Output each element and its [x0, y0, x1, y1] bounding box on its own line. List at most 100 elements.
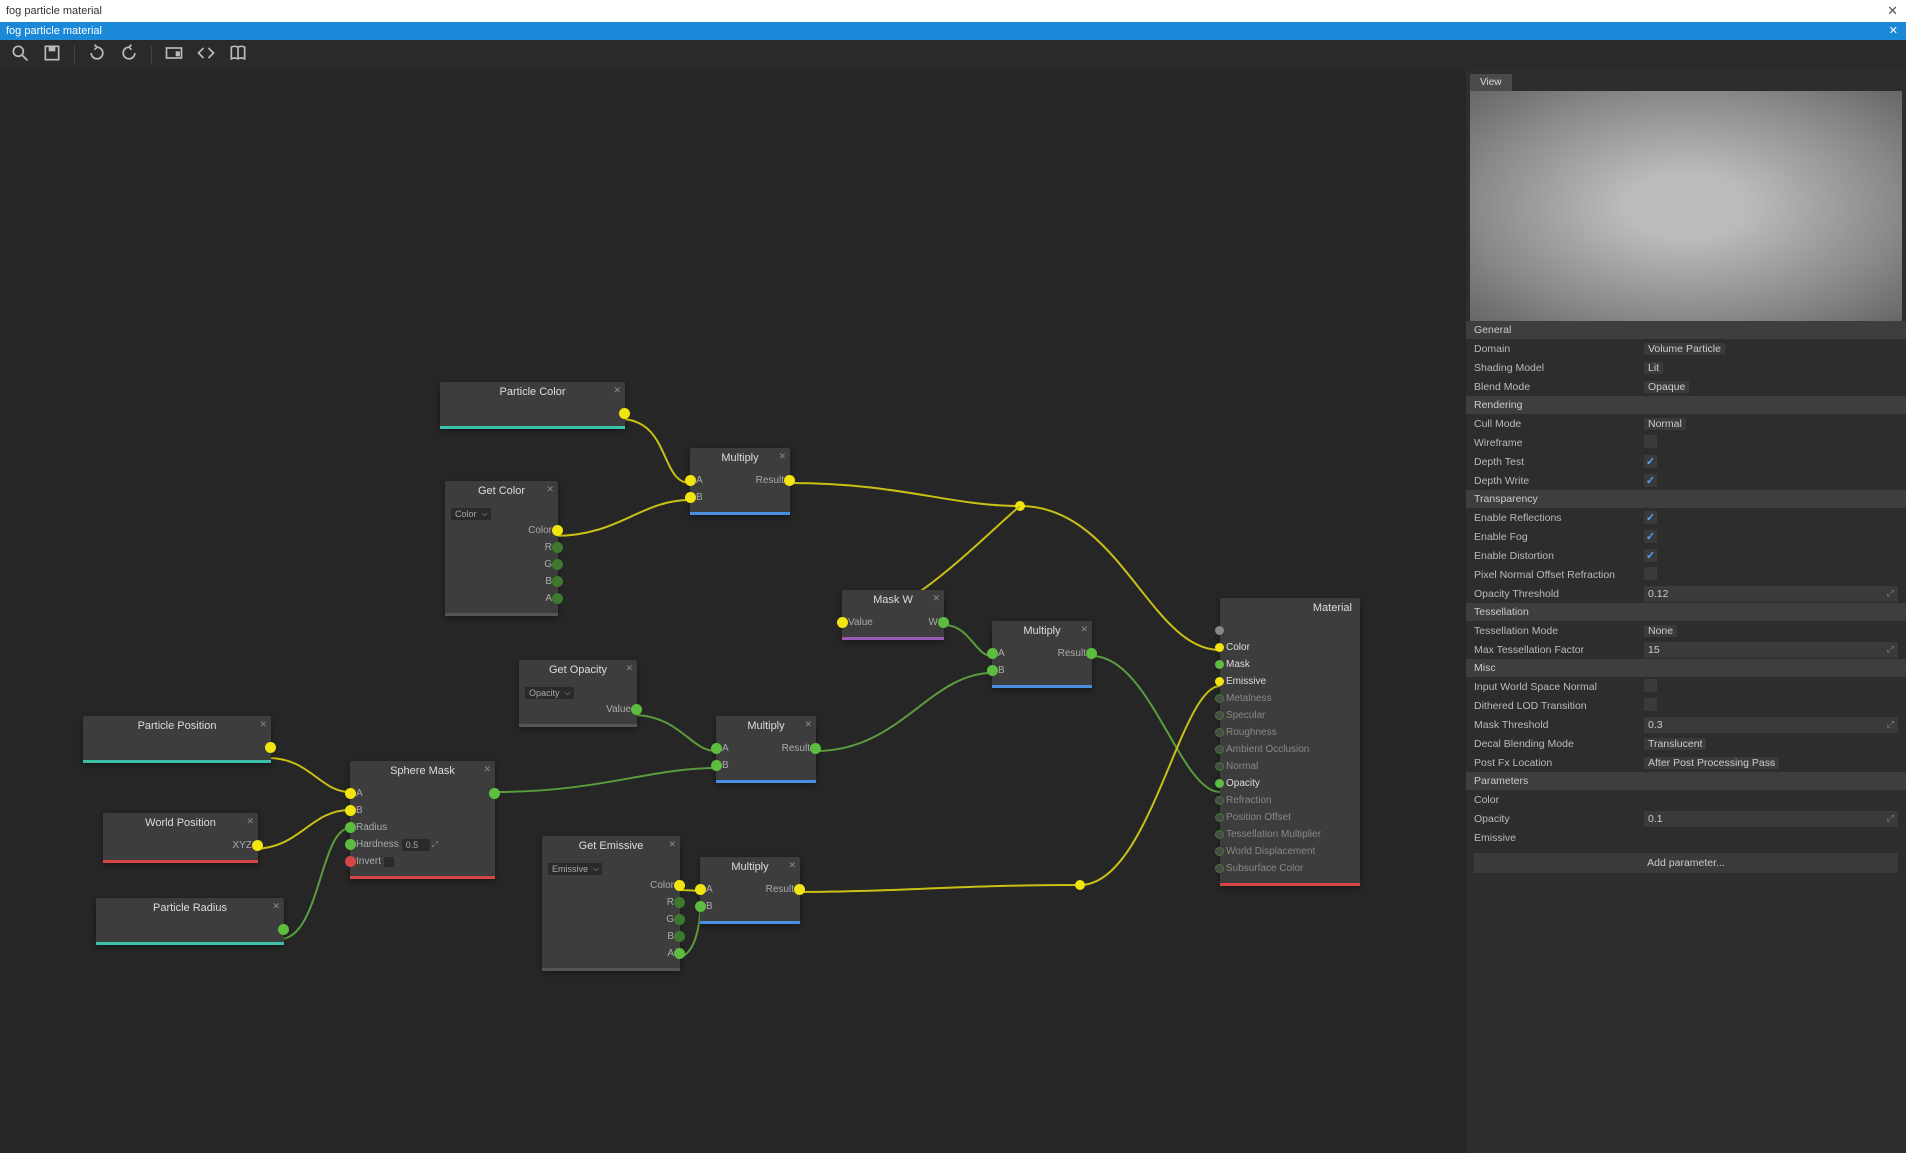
input-pin-hardness[interactable] — [345, 839, 356, 850]
input-pin-b[interactable] — [345, 805, 356, 816]
node-multiply-4[interactable]: Multiply✕ AResult B — [700, 857, 800, 924]
input-pin-specular[interactable] — [1215, 711, 1224, 720]
depthtest-checkbox[interactable] — [1644, 455, 1657, 468]
tessmode-dropdown[interactable]: None — [1644, 625, 1677, 637]
node-close-icon[interactable]: ✕ — [546, 484, 554, 495]
node-close-icon[interactable]: ✕ — [932, 593, 940, 604]
node-close-icon[interactable]: ✕ — [613, 385, 621, 396]
node-close-icon[interactable]: ✕ — [625, 663, 633, 674]
hardness-value[interactable]: 0.5 — [402, 839, 430, 851]
tab-close-icon[interactable]: ✕ — [1889, 24, 1898, 37]
fog-checkbox[interactable] — [1644, 530, 1657, 543]
input-pin-b[interactable] — [987, 665, 998, 676]
output-pin-r[interactable] — [674, 897, 685, 908]
output-pin[interactable] — [794, 884, 805, 895]
shading-dropdown[interactable]: Lit — [1644, 362, 1663, 374]
input-pin-metalness[interactable] — [1215, 694, 1224, 703]
output-pin[interactable] — [938, 617, 949, 628]
output-pin-r[interactable] — [552, 542, 563, 553]
preview-viewport[interactable] — [1470, 91, 1902, 321]
input-pin-tessmult[interactable] — [1215, 830, 1224, 839]
node-sphere-mask[interactable]: Sphere Mask✕ A B Radius Hardness 0.5⤢ In… — [350, 761, 495, 879]
domain-dropdown[interactable]: Volume Particle — [1644, 343, 1725, 355]
search-icon[interactable] — [8, 41, 32, 70]
document-tab[interactable]: fog particle material ✕ — [0, 22, 1906, 40]
output-pin[interactable] — [489, 788, 500, 799]
node-graph-canvas[interactable]: Particle Color✕ Get Color✕ Color Color R… — [0, 70, 1466, 1153]
blend-dropdown[interactable]: Opaque — [1644, 381, 1689, 393]
expand-icon[interactable]: ⤢ — [1887, 719, 1894, 730]
output-pin-b[interactable] — [674, 931, 685, 942]
node-mask-w[interactable]: Mask W✕ ValueW — [842, 590, 944, 640]
node-close-icon[interactable]: ✕ — [668, 839, 676, 850]
input-pin-b[interactable] — [685, 492, 696, 503]
input-pin-color[interactable] — [1215, 643, 1224, 652]
exec-pin[interactable] — [1215, 626, 1224, 635]
input-pin-a[interactable] — [695, 884, 706, 895]
node-get-color[interactable]: Get Color✕ Color Color R G B A — [445, 481, 558, 616]
node-close-icon[interactable]: ✕ — [1080, 624, 1088, 635]
output-pin-a[interactable] — [552, 593, 563, 604]
node-close-icon[interactable]: ✕ — [246, 816, 254, 827]
output-pin[interactable] — [265, 742, 276, 753]
expand-icon[interactable]: ⤢ — [432, 840, 438, 850]
node-world-position[interactable]: World Position✕ XYZ — [103, 813, 258, 863]
output-pin-color[interactable] — [552, 525, 563, 536]
input-pin-b[interactable] — [695, 901, 706, 912]
output-pin[interactable] — [631, 704, 642, 715]
output-pin[interactable] — [619, 408, 630, 419]
opacity-threshold-field[interactable]: 0.12⤢ — [1644, 586, 1898, 602]
node-multiply-1[interactable]: Multiply✕ AResult B — [690, 448, 790, 515]
output-pin[interactable] — [1086, 648, 1097, 659]
node-particle-radius[interactable]: Particle Radius✕ — [96, 898, 284, 945]
input-pin-sss[interactable] — [1215, 864, 1224, 873]
input-pin-a[interactable] — [345, 788, 356, 799]
input-pin-emissive[interactable] — [1215, 677, 1224, 686]
input-pin-invert[interactable] — [345, 856, 356, 867]
param-dropdown[interactable]: Opacity — [525, 687, 574, 699]
cull-dropdown[interactable]: Normal — [1644, 418, 1686, 430]
preview-tab[interactable]: View — [1470, 74, 1512, 91]
input-pin-mask[interactable] — [1215, 660, 1224, 669]
add-parameter-button[interactable]: Add parameter... — [1474, 853, 1898, 873]
input-pin-ao[interactable] — [1215, 745, 1224, 754]
output-pin-color[interactable] — [674, 880, 685, 891]
output-pin[interactable] — [252, 840, 263, 851]
input-pin-refraction[interactable] — [1215, 796, 1224, 805]
node-close-icon[interactable]: ✕ — [778, 451, 786, 462]
node-close-icon[interactable]: ✕ — [804, 719, 812, 730]
expand-icon[interactable]: ⤢ — [1887, 588, 1894, 599]
node-particle-position[interactable]: Particle Position✕ — [83, 716, 271, 763]
input-pin-roughness[interactable] — [1215, 728, 1224, 737]
postfx-dropdown[interactable]: After Post Processing Pass — [1644, 757, 1779, 769]
node-close-icon[interactable]: ✕ — [483, 764, 491, 775]
node-close-icon[interactable]: ✕ — [259, 719, 267, 730]
param-dropdown[interactable]: Emissive — [548, 863, 602, 875]
redo-icon[interactable] — [117, 41, 141, 70]
input-pin-radius[interactable] — [345, 822, 356, 833]
node-get-opacity[interactable]: Get Opacity✕ Opacity Value — [519, 660, 637, 727]
depthwrite-checkbox[interactable] — [1644, 474, 1657, 487]
iwsn-checkbox[interactable] — [1644, 679, 1657, 692]
node-material-output[interactable]: Material Color Mask Emissive Metalness S… — [1220, 598, 1360, 886]
output-pin[interactable] — [784, 475, 795, 486]
save-icon[interactable] — [40, 41, 64, 70]
input-pin-a[interactable] — [685, 475, 696, 486]
output-pin[interactable] — [278, 924, 289, 935]
reflections-checkbox[interactable] — [1644, 511, 1657, 524]
close-icon[interactable]: ✕ — [1887, 3, 1898, 19]
maskthreshold-field[interactable]: 0.3⤢ — [1644, 717, 1898, 733]
input-pin-normal[interactable] — [1215, 762, 1224, 771]
input-pin-opacity[interactable] — [1215, 779, 1224, 788]
node-get-emissive[interactable]: Get Emissive✕ Emissive Color R G B A — [542, 836, 680, 971]
code-icon[interactable] — [194, 41, 218, 70]
input-pin-b[interactable] — [711, 760, 722, 771]
input-pin-worlddisp[interactable] — [1215, 847, 1224, 856]
output-pin-g[interactable] — [674, 914, 685, 925]
layout-icon[interactable] — [162, 41, 186, 70]
decalblend-dropdown[interactable]: Translucent — [1644, 738, 1706, 750]
docs-icon[interactable] — [226, 41, 250, 70]
output-pin-b[interactable] — [552, 576, 563, 587]
pno-checkbox[interactable] — [1644, 567, 1657, 580]
expand-icon[interactable]: ⤢ — [1887, 644, 1894, 655]
